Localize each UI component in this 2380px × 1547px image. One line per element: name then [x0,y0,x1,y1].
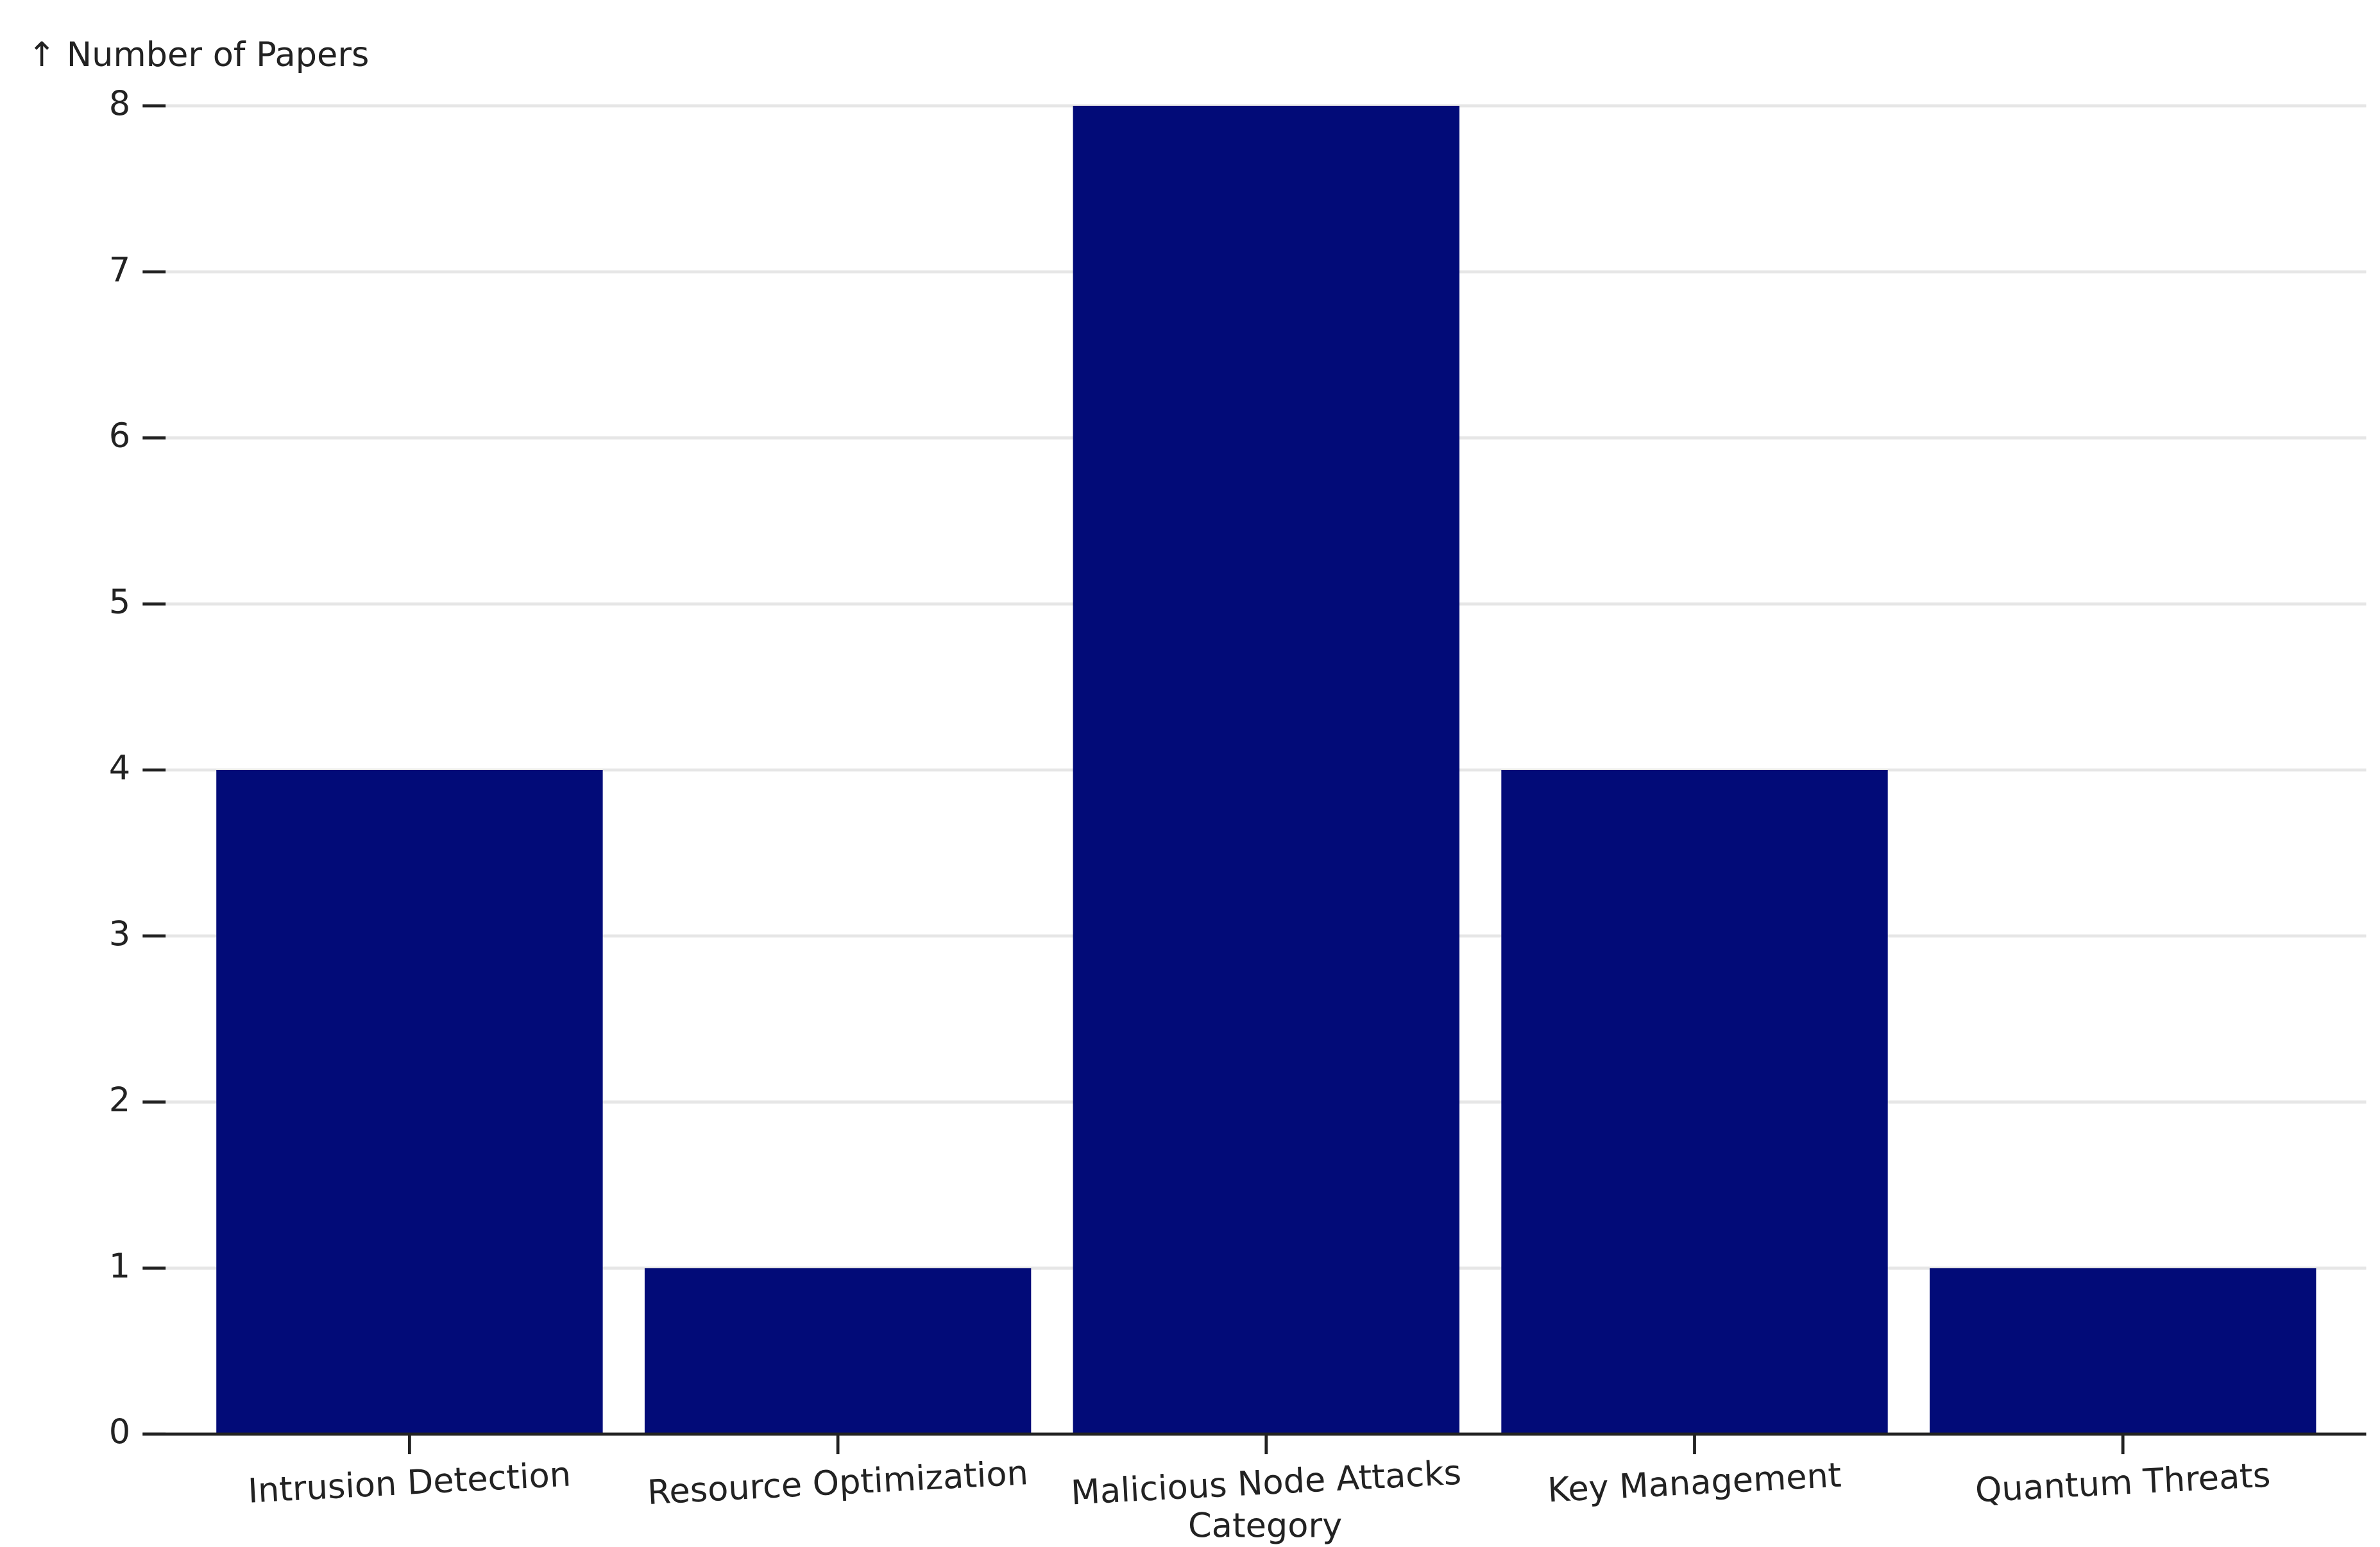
y-tick-label: 0 [109,1413,130,1452]
y-axis-label: ↑ Number of Papers [28,35,369,74]
bar [644,1268,1032,1435]
y-tick-label: 5 [109,583,130,622]
x-tick-label: Malicious Node Attacks [1070,1453,1462,1513]
bar [216,770,603,1435]
bar [1501,770,1888,1435]
x-tick-label: Quantum Threats [1974,1456,2271,1510]
x-axis-label: Category [1188,1507,1342,1546]
y-tick-label: 7 [109,250,130,289]
x-tick-label: Resource Optimization [647,1453,1030,1512]
y-tick-label: 4 [109,749,130,788]
bar [1930,1268,2316,1435]
y-tick-label: 2 [109,1081,130,1120]
y-tick-label: 6 [109,416,130,456]
y-tick-label: 8 [109,85,130,124]
x-tick-label: Intrusion Detection [247,1455,572,1510]
bar [1073,105,1460,1435]
x-tick-label: Key Management [1547,1456,1842,1510]
y-tick-label: 1 [109,1247,130,1286]
y-tick-label: 3 [109,914,130,953]
